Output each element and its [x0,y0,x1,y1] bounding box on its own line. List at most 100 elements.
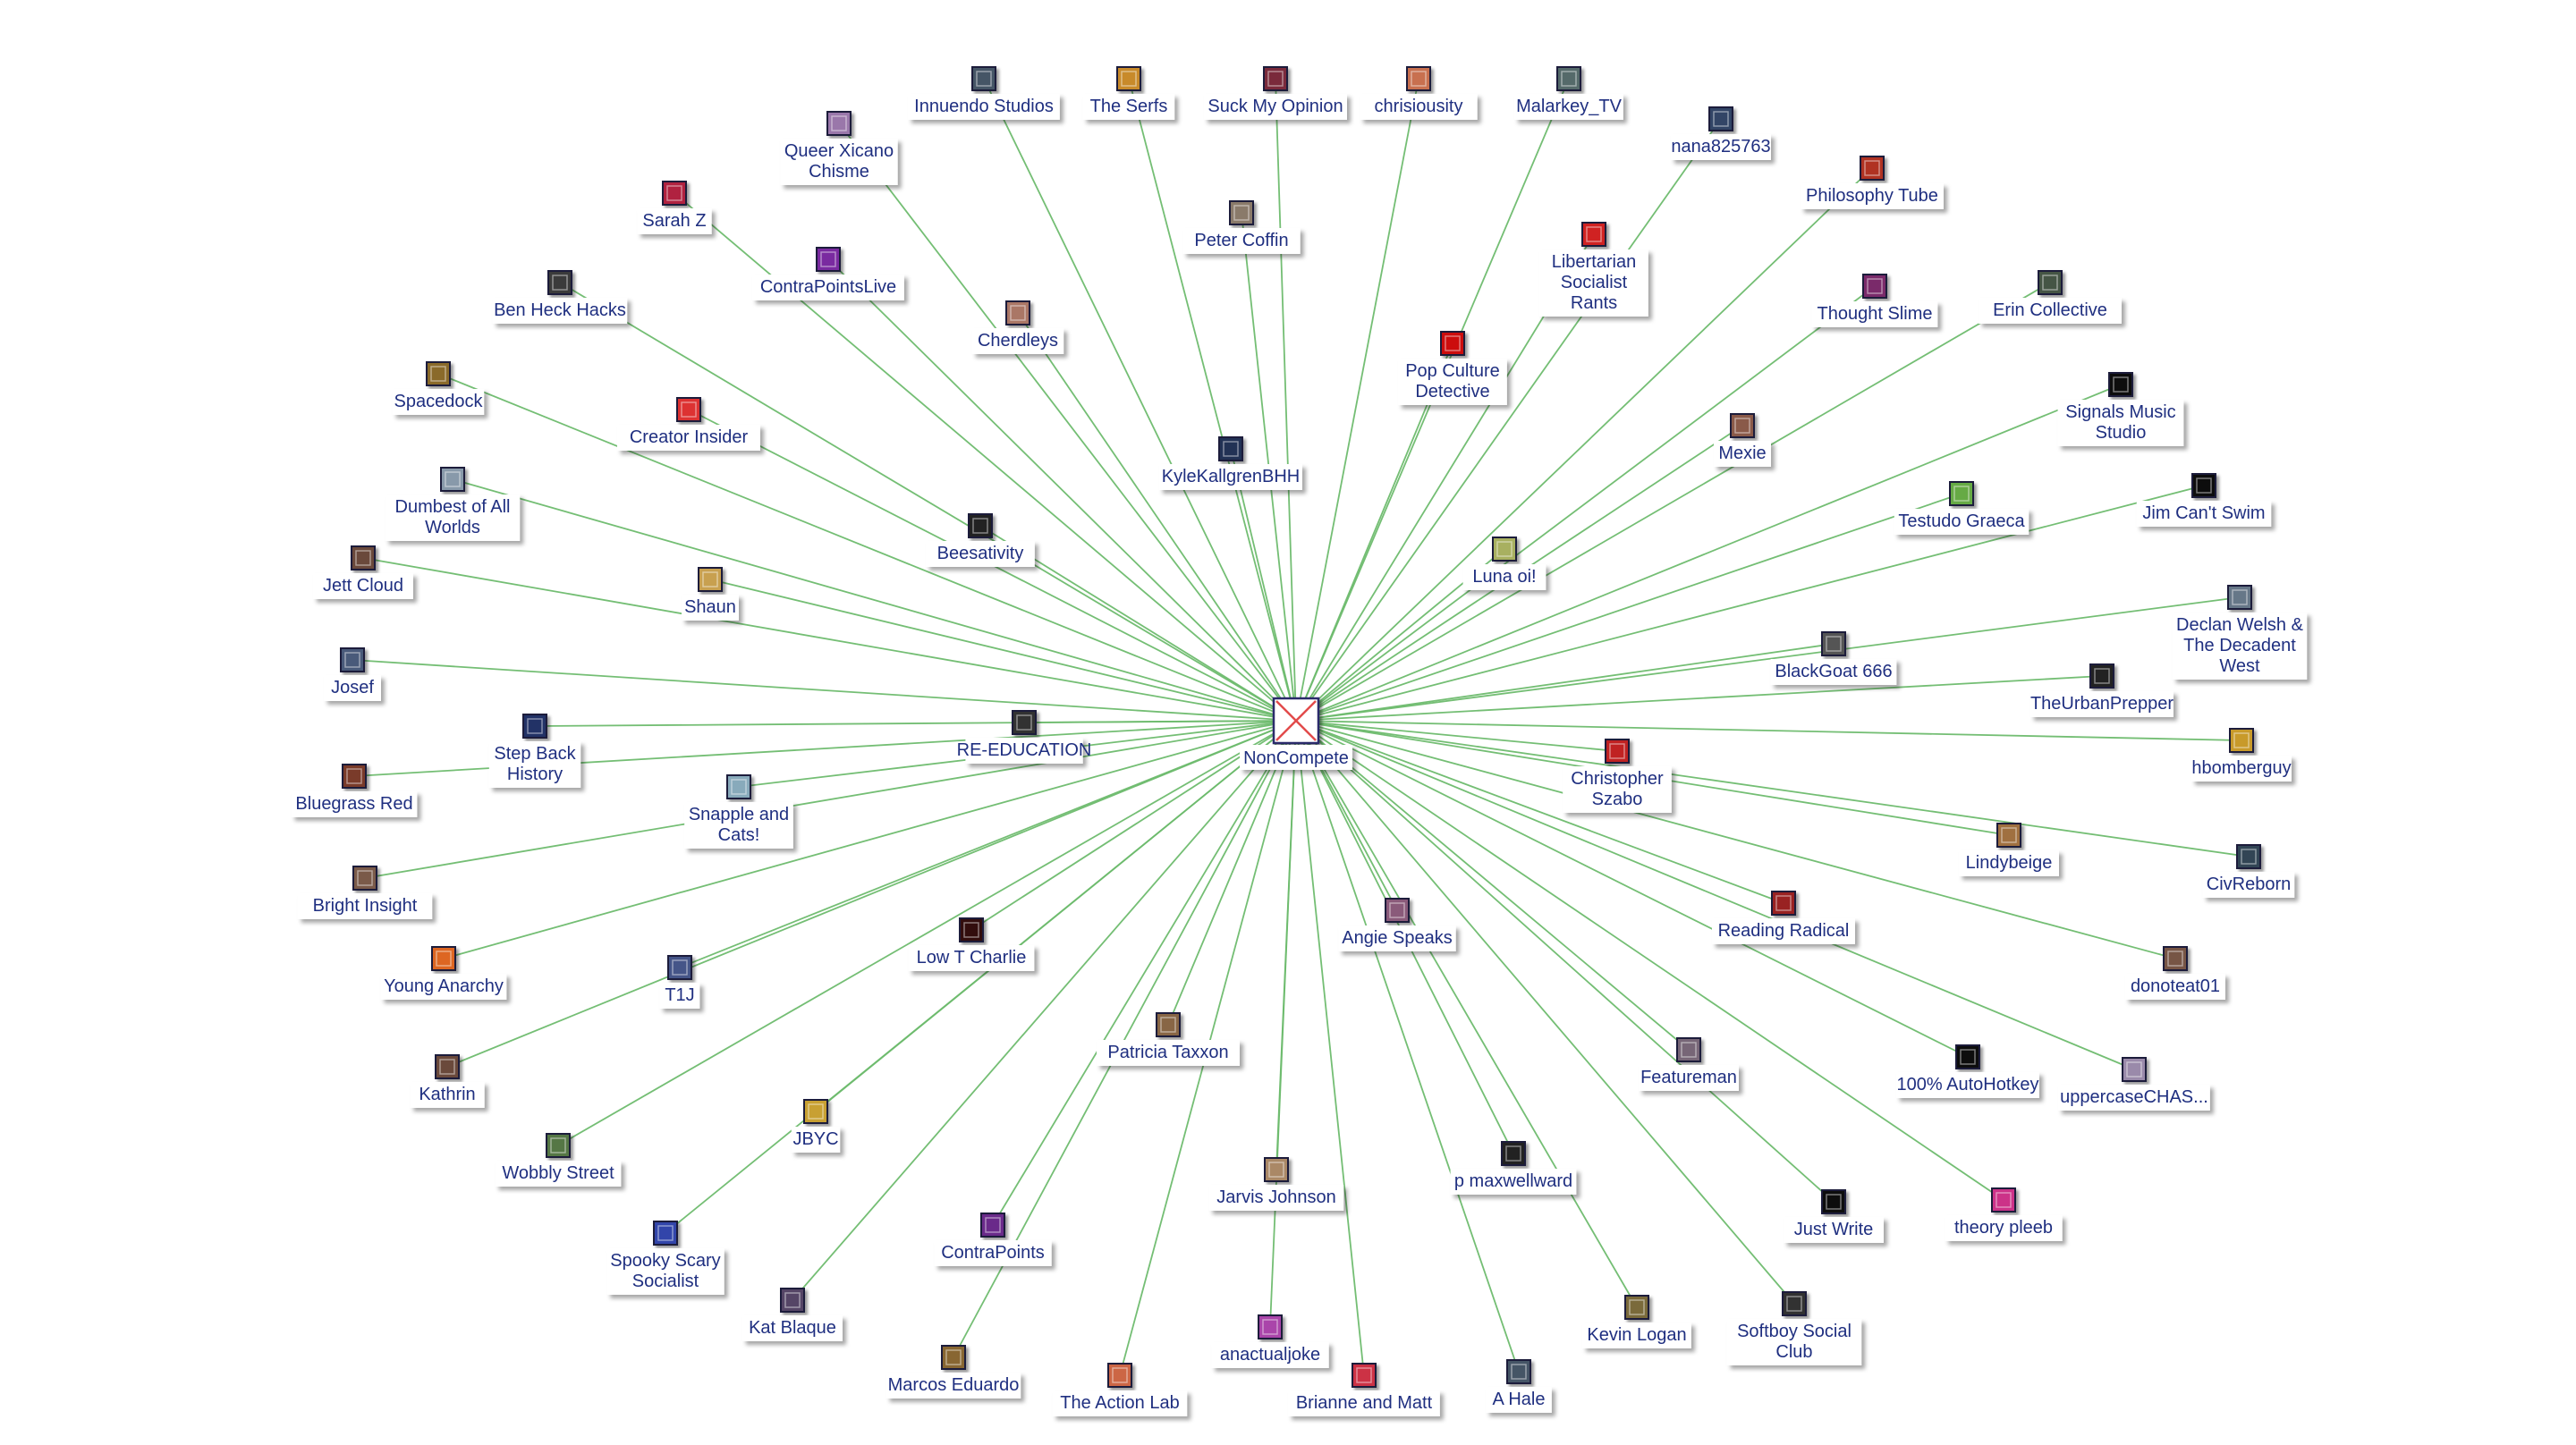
node-label: The Action Lab [1060,1393,1179,1413]
node-softboy-social-club[interactable]: Softboy Social Club [1726,1291,1862,1365]
edge-reading-radical [1295,720,1784,904]
node-theurbanprepper[interactable]: TheUrbanPrepper [2030,663,2174,717]
node-angie-speaks[interactable]: Angie Speaks [1338,898,1456,951]
avatar-highlight [1445,335,1461,351]
node-cherdleys[interactable]: Cherdleys [971,300,1064,354]
node-josef[interactable]: Josef [324,647,381,701]
node-beesativity[interactable]: Beesativity [926,513,1035,567]
avatar-highlight [445,471,461,487]
node-brianne-and-matt[interactable]: Brianne and Matt [1288,1363,1440,1416]
node-snapple-and-cats[interactable]: Snapple and Cats! [684,774,793,849]
node-label: Beesativity [937,544,1024,563]
node-theory-pleeb[interactable]: theory pleeb [1945,1187,2063,1241]
node-blackgoat-666[interactable]: BlackGoat 666 [1770,631,1897,685]
hub-node-noncompete[interactable]: NonCompete [1240,697,1352,770]
node-re-education[interactable]: RE-EDUCATION [957,710,1092,764]
node-label-bg [1959,850,2059,876]
node-pop-culture-detective[interactable]: Pop Culture Detective [1398,331,1507,405]
node-lindybeige[interactable]: Lindybeige [1959,823,2059,876]
node-jim-can-t-swim[interactable]: Jim Can't Swim [2136,473,2272,527]
avatar-icon [1005,300,1030,325]
node-100-autohotkey[interactable]: 100% AutoHotkey [1896,1044,2039,1098]
node-civreborn[interactable]: CivReborn [2202,844,2295,898]
node-the-serfs[interactable]: The Serfs [1082,66,1175,120]
node-queer-xicano-chisme[interactable]: Queer Xicano Chisme [780,111,898,185]
node-contrapoints[interactable]: ContraPoints [934,1213,1052,1266]
node-uppercasechas[interactable]: uppercaseCHAS... [2058,1057,2210,1111]
node-erin-collective[interactable]: Erin Collective [1979,270,2122,324]
node-signals-music-studio[interactable]: Signals Music Studio [2057,372,2184,446]
node-shaun[interactable]: Shaun [682,567,739,621]
node-young-anarchy[interactable]: Young Anarchy [380,946,507,1000]
node-jbyc[interactable]: JBYC [791,1099,841,1153]
node-sarah-z[interactable]: Sarah Z [637,181,712,234]
node-malarkey-tv[interactable]: Malarkey_TV [1514,66,1623,120]
node-anactualjoke[interactable]: anactualjoke [1211,1314,1329,1368]
node-christopher-szabo[interactable]: Christopher Szabo [1563,739,1672,813]
node-just-write[interactable]: Just Write [1784,1189,1884,1243]
node-kevin-logan[interactable]: Kevin Logan [1582,1295,1691,1348]
node-bright-insight[interactable]: Bright Insight [297,866,433,919]
node-t1j[interactable]: T1J [659,955,700,1009]
hub-label-bg [1240,745,1352,770]
node-label-bg [2030,691,2174,717]
node-reading-radical[interactable]: Reading Radical [1712,891,1855,944]
node-testudo-graeca[interactable]: Testudo Graeca [1894,481,2029,535]
node-innuendo-studios[interactable]: Innuendo Studios [908,66,1060,120]
node-label-bg [684,802,793,849]
node-libertarian-socialist-rants[interactable]: Libertarian Socialist Rants [1539,222,1648,317]
node-luna-oi[interactable]: Luna oi! [1462,537,1546,590]
node-marcos-eduardo[interactable]: Marcos Eduardo [886,1345,1021,1399]
node-spooky-scary-socialist[interactable]: Spooky Scary Socialist [606,1221,724,1295]
node-label-bg [1288,1390,1440,1416]
node-low-t-charlie[interactable]: Low T Charlie [908,917,1035,971]
node-kathrin[interactable]: Kathrin [410,1054,485,1108]
node-suck-my-opinion[interactable]: Suck My Opinion [1204,66,1347,120]
node-label: Innuendo Studios [914,97,1054,116]
edge-ben-heck-hacks [559,282,1297,722]
node-spacedock[interactable]: Spacedock [392,361,485,415]
node-nana825763[interactable]: nana825763 [1671,106,1771,160]
node-the-action-lab[interactable]: The Action Lab [1052,1363,1188,1416]
node-featureman[interactable]: Featureman [1639,1037,1739,1091]
node-step-back-history[interactable]: Step Back History [488,714,581,788]
node-hbomberguy[interactable]: hbomberguy [2191,728,2292,782]
edge-the-serfs [1128,78,1297,722]
node-label: Angie Speaks [1342,928,1452,948]
avatar-highlight [2001,827,2017,843]
node-declan-welsh-the-decadent-west[interactable]: Declan Welsh & The Decadent West [2172,585,2308,680]
avatar-icon [1107,1363,1132,1388]
avatar-icon [1821,1189,1846,1214]
node-label: Mexie [1718,444,1766,463]
node-mexie[interactable]: Mexie [1714,413,1771,467]
node-label-bg [908,945,1035,971]
node-label: Lindybeige [1966,853,2053,873]
node-chrisiousity[interactable]: chrisiousity [1360,66,1478,120]
node-a-hale[interactable]: A Hale [1486,1359,1552,1413]
node-contrapointslive[interactable]: ContraPointsLive [752,247,904,300]
node-peter-coffin[interactable]: Peter Coffin [1182,200,1301,254]
node-philosophy-tube[interactable]: Philosophy Tube [1801,156,1944,209]
node-dumbest-of-all-worlds[interactable]: Dumbest of All Worlds [385,467,521,541]
node-donoteat01[interactable]: donoteat01 [2125,946,2225,1000]
node-bluegrass-red[interactable]: Bluegrass Red [291,764,418,817]
node-label-bg [1486,1387,1552,1413]
avatar-icon [662,181,687,206]
avatar-icon [1862,274,1887,299]
node-label: Bluegrass Red [295,794,412,814]
node-thought-slime[interactable]: Thought Slime [1811,274,1938,327]
node-label-bg [2125,974,2225,1000]
avatar-highlight [820,251,836,267]
node-creator-insider[interactable]: Creator Insider [617,397,760,451]
node-kylekallgrenbhh[interactable]: KyleKallgrenBHH [1159,436,1302,490]
node-jett-cloud[interactable]: Jett Cloud [313,545,413,599]
node-kat-blaque[interactable]: Kat Blaque [742,1288,843,1341]
edge-testudo-graeca [1295,493,1962,722]
node-label: CivReborn [2207,875,2291,894]
node-patricia-taxxon[interactable]: Patricia Taxxon [1097,1012,1240,1066]
node-p-maxwellward[interactable]: p maxwellward [1450,1141,1577,1195]
node-ben-heck-hacks[interactable]: Ben Heck Hacks [492,270,628,324]
node-jarvis-johnson[interactable]: Jarvis Johnson [1208,1157,1344,1211]
node-wobbly-street[interactable]: Wobbly Street [495,1133,622,1187]
edge-kat-blaque [792,720,1297,1301]
